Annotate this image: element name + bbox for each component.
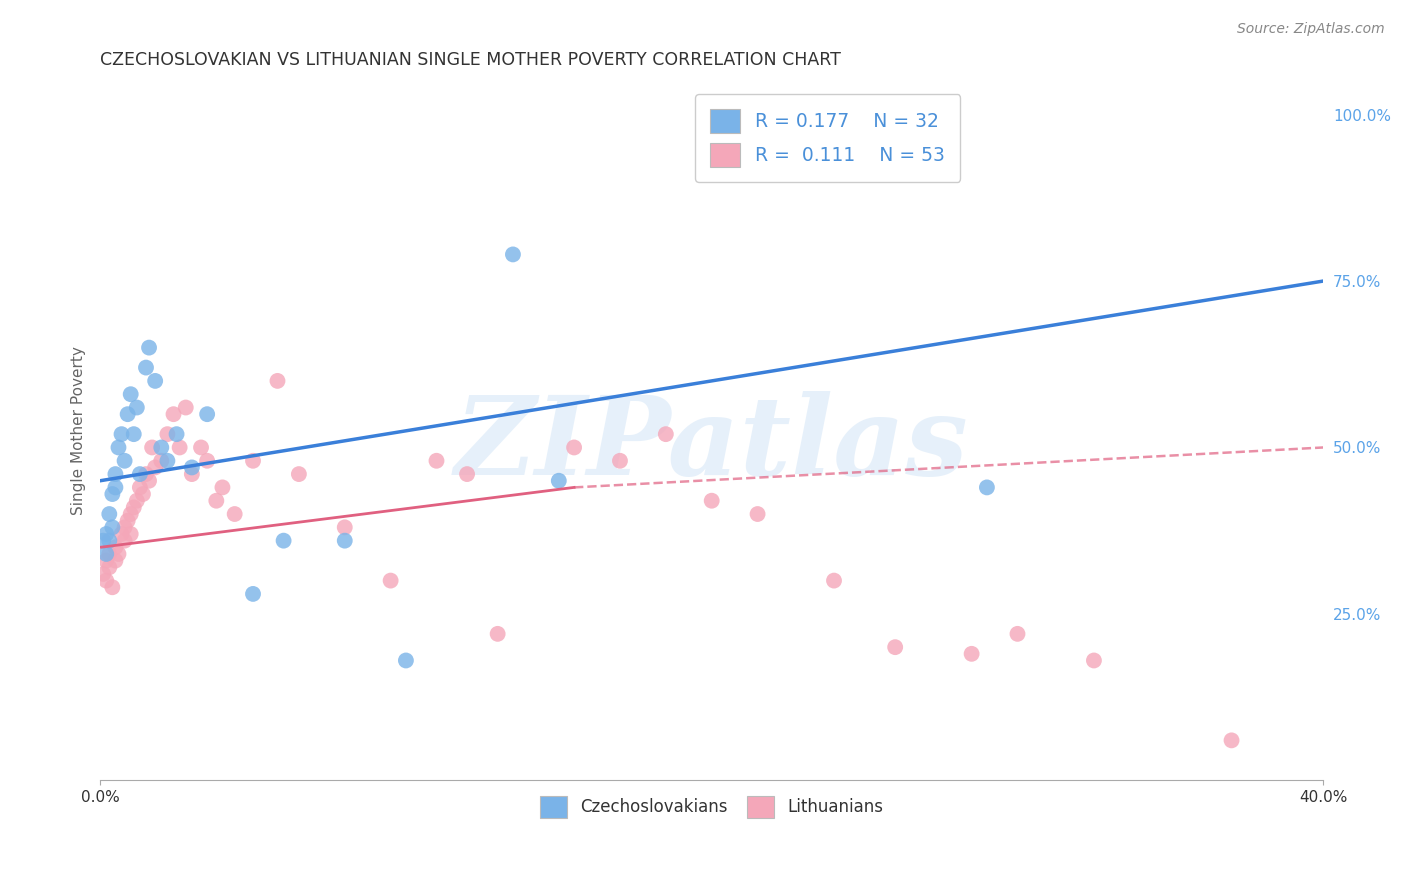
Point [98,560,121,574]
Point [655,427,678,442]
Point [125,401,148,415]
Point [117,407,139,421]
Point [101,580,124,594]
Point [104,467,127,481]
Point [1220,733,1243,747]
Point [380,574,402,588]
Text: CZECHOSLOVAKIAN VS LITHUANIAN SINGLE MOTHER POVERTY CORRELATION CHART: CZECHOSLOVAKIAN VS LITHUANIAN SINGLE MOT… [100,51,841,69]
Point [141,441,163,455]
Legend: Czechoslovakians, Lithuanians: Czechoslovakians, Lithuanians [533,789,890,824]
Point [122,427,145,442]
Point [195,454,218,468]
Point [135,467,157,481]
Point [205,493,228,508]
Point [98,547,121,561]
Point [425,454,447,468]
Point [162,407,184,421]
Point [96,547,118,561]
Point [960,647,983,661]
Point [104,541,127,555]
Point [156,454,179,468]
Point [456,467,478,481]
Point [166,427,188,442]
Point [747,507,769,521]
Point [242,587,264,601]
Point [1083,653,1105,667]
Point [128,467,150,481]
Point [125,493,148,508]
Point [169,441,191,455]
Point [156,427,179,442]
Point [117,514,139,528]
Point [288,467,311,481]
Point [174,401,197,415]
Point [110,527,132,541]
Point [884,640,907,655]
Point [395,653,418,667]
Point [114,454,136,468]
Point [266,374,288,388]
Point [132,487,155,501]
Point [107,441,129,455]
Point [91,566,114,581]
Point [104,554,127,568]
Point [138,474,160,488]
Point [273,533,295,548]
Point [114,533,136,548]
Point [114,520,136,534]
Point [486,627,509,641]
Point [98,533,121,548]
Point [110,427,132,442]
Point [1007,627,1029,641]
Point [242,454,264,468]
Point [138,341,160,355]
Point [150,454,173,468]
Point [190,441,212,455]
Point [128,480,150,494]
Text: ZIPatlas: ZIPatlas [454,391,969,499]
Text: Source: ZipAtlas.com: Source: ZipAtlas.com [1237,22,1385,37]
Point [180,467,202,481]
Point [101,520,124,534]
Point [120,507,142,521]
Point [120,387,142,401]
Point [224,507,246,521]
Point [700,493,723,508]
Point [562,441,585,455]
Point [211,480,233,494]
Point [502,247,524,261]
Point [143,374,166,388]
Point [333,520,356,534]
Point [96,574,118,588]
Point [96,554,118,568]
Point [333,533,356,548]
Point [823,574,845,588]
Point [150,441,173,455]
Point [135,360,157,375]
Point [122,500,145,515]
Point [107,547,129,561]
Point [180,460,202,475]
Point [547,474,569,488]
Y-axis label: Single Mother Poverty: Single Mother Poverty [72,346,86,516]
Point [609,454,631,468]
Point [96,527,118,541]
Point [976,480,998,494]
Point [195,407,218,421]
Point [104,480,127,494]
Point [98,507,121,521]
Point [143,460,166,475]
Point [101,487,124,501]
Point [91,533,114,548]
Point [120,527,142,541]
